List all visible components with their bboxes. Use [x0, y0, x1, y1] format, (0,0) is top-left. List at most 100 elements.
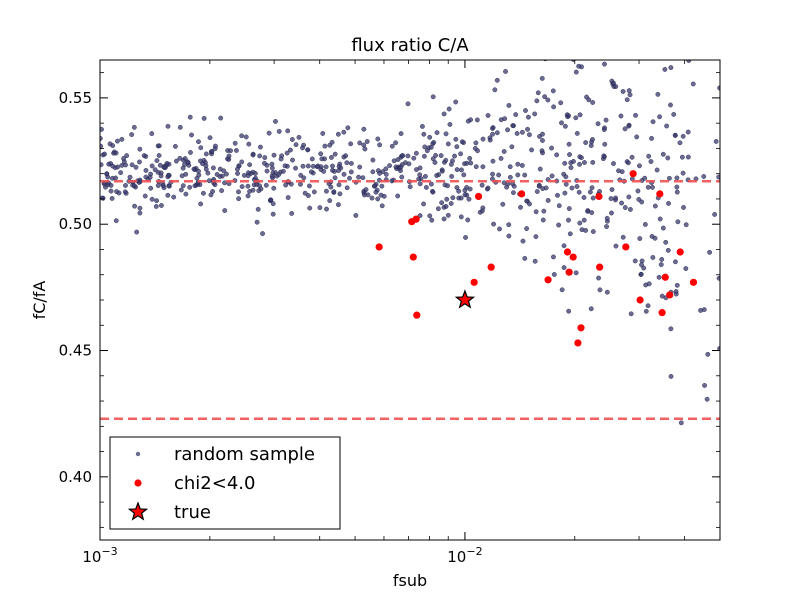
random-sample-point	[379, 183, 385, 189]
random-sample-point	[110, 143, 116, 148]
random-sample-point	[502, 116, 508, 122]
random-sample-point	[364, 139, 370, 144]
random-sample-point	[480, 136, 486, 142]
random-sample-point	[411, 155, 417, 161]
random-sample-point	[562, 123, 568, 129]
random-sample-point	[236, 196, 242, 202]
random-sample-point	[196, 168, 201, 174]
random-sample-point	[657, 114, 662, 120]
random-sample-point	[672, 132, 678, 138]
random-sample-point	[660, 151, 666, 157]
random-sample-point	[589, 185, 595, 191]
random-sample-point	[288, 147, 293, 153]
random-sample-point	[439, 168, 445, 174]
random-sample-point	[490, 125, 496, 130]
random-sample-point	[549, 173, 555, 179]
random-sample-point	[417, 181, 423, 187]
random-sample-point	[383, 166, 389, 172]
random-sample-point	[534, 189, 540, 194]
random-sample-point	[149, 131, 155, 137]
random-sample-point	[446, 106, 452, 112]
random-sample-point	[424, 148, 430, 154]
random-sample-point	[329, 155, 334, 160]
random-sample-point	[161, 164, 167, 169]
random-sample-point	[490, 171, 495, 177]
random-sample-point	[668, 374, 674, 379]
random-sample-point	[309, 169, 314, 175]
random-sample-point	[683, 266, 689, 271]
random-sample-point	[535, 90, 541, 96]
chi2-point	[487, 263, 495, 271]
random-sample-point	[102, 151, 107, 157]
chi2-point	[565, 268, 573, 276]
random-sample-point	[430, 94, 436, 100]
random-sample-point	[701, 174, 707, 179]
random-sample-point	[180, 183, 186, 189]
random-sample-point	[668, 326, 674, 332]
random-sample-point	[566, 141, 572, 147]
random-sample-point	[344, 185, 350, 191]
random-sample-point	[494, 77, 500, 83]
random-sample-point	[322, 143, 328, 149]
random-sample-point	[239, 184, 245, 189]
random-sample-point	[677, 140, 683, 146]
random-sample-point	[356, 174, 361, 180]
random-sample-point	[133, 164, 139, 170]
random-sample-point	[149, 196, 155, 202]
random-sample-point	[561, 243, 567, 249]
random-sample-point	[680, 133, 686, 139]
random-sample-point	[153, 204, 159, 209]
random-sample-point	[500, 201, 506, 207]
random-sample-point	[453, 136, 459, 142]
random-sample-point	[641, 265, 647, 271]
random-sample-point	[690, 81, 696, 87]
random-sample-point	[520, 129, 525, 135]
chi2-point	[412, 215, 420, 223]
random-sample-point	[654, 167, 660, 173]
random-sample-point	[298, 181, 303, 187]
random-sample-point	[713, 139, 719, 144]
random-sample-point	[539, 76, 545, 81]
random-sample-point	[665, 155, 671, 161]
random-sample-point	[613, 195, 619, 201]
random-sample-point	[348, 141, 354, 147]
random-sample-point	[283, 182, 289, 188]
random-sample-point	[712, 212, 718, 217]
random-sample-point	[293, 165, 298, 171]
random-sample-point	[632, 258, 638, 264]
random-sample-point	[453, 99, 459, 105]
random-sample-point	[318, 151, 324, 157]
true-star-marker	[454, 289, 476, 309]
random-sample-point	[540, 217, 546, 223]
random-sample-point	[147, 174, 153, 180]
random-sample-point	[405, 101, 411, 107]
random-sample-point	[506, 233, 512, 239]
plot-area	[100, 60, 720, 426]
random-sample-point	[613, 243, 619, 249]
random-sample-point	[400, 153, 406, 158]
random-sample-point	[702, 383, 707, 388]
random-sample-point	[336, 168, 341, 173]
random-sample-point	[601, 127, 607, 133]
chi2-point	[661, 273, 669, 281]
random-sample-point	[551, 254, 556, 260]
random-sample-point	[423, 185, 429, 190]
random-sample-point	[467, 155, 473, 161]
random-sample-point	[618, 113, 624, 119]
chi2-point	[656, 190, 664, 198]
random-sample-point	[317, 205, 323, 211]
random-sample-point	[513, 112, 519, 117]
random-sample-point	[137, 146, 143, 152]
random-sample-point	[196, 139, 201, 145]
random-sample-point	[177, 124, 183, 130]
random-sample-point	[707, 249, 712, 255]
chi2-point	[658, 309, 666, 317]
random-sample-point	[642, 175, 648, 181]
random-sample-point	[562, 190, 568, 196]
random-sample-point	[372, 183, 378, 189]
random-sample-point	[685, 129, 691, 135]
random-sample-point	[492, 87, 498, 93]
random-sample-point	[576, 189, 582, 195]
random-sample-point	[245, 170, 251, 176]
random-sample-point	[522, 172, 528, 178]
